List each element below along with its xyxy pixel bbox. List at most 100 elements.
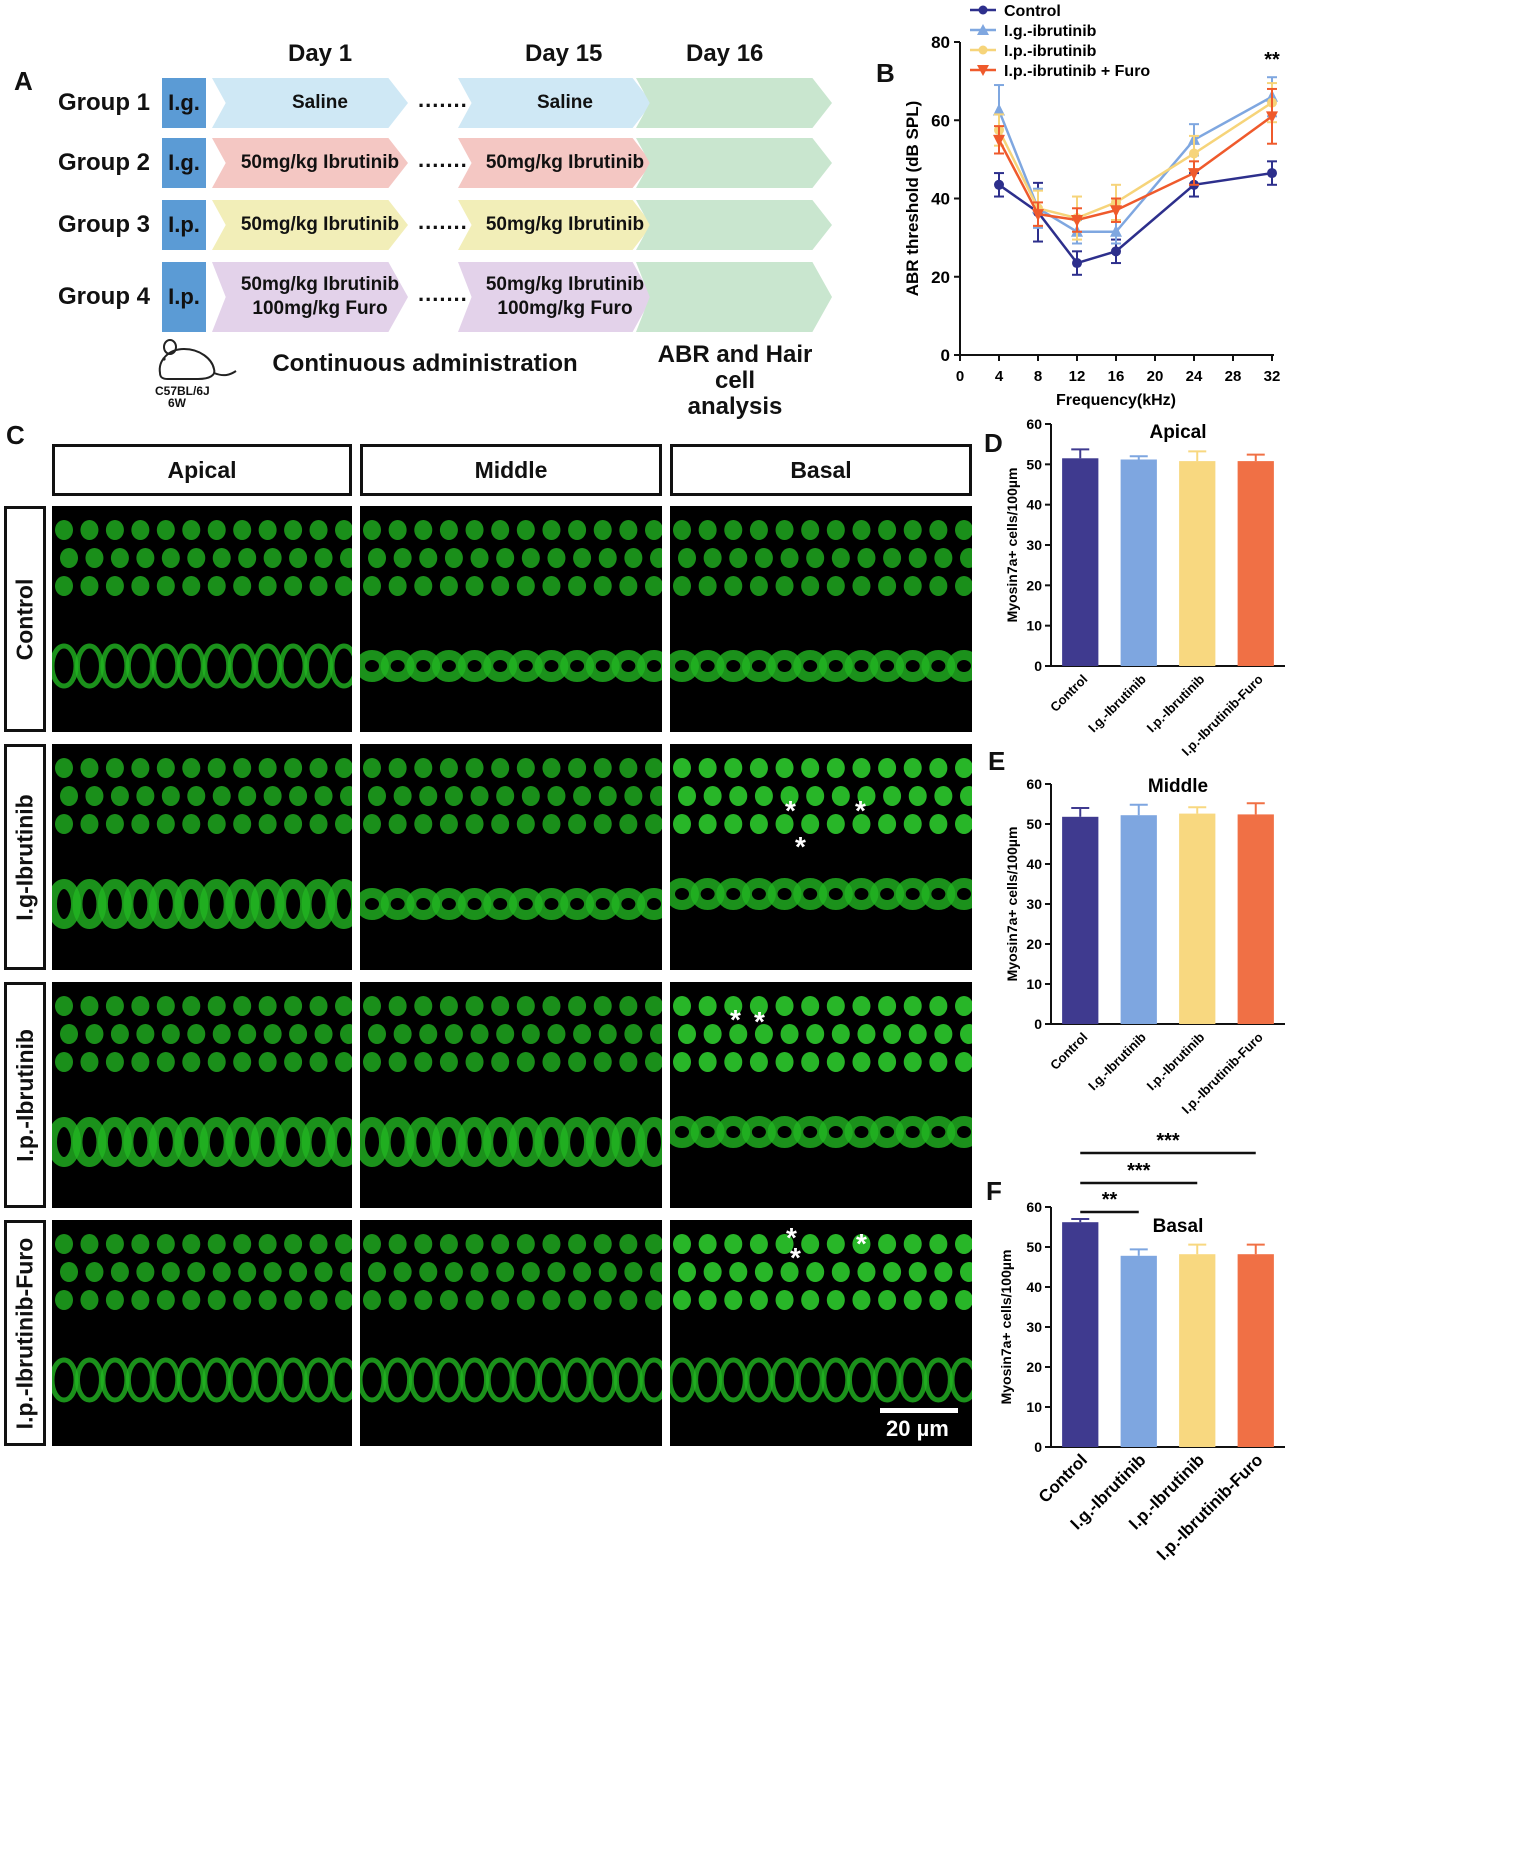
legend-marker <box>978 45 988 55</box>
y-tick-label: 20 <box>931 268 950 287</box>
day-1-label: Day 1 <box>288 40 353 67</box>
panel-label-f: F <box>986 1176 1002 1206</box>
y-tick-label: 80 <box>931 33 950 52</box>
bar <box>1179 813 1216 1024</box>
day16-analysis-arrow <box>636 138 832 188</box>
significance-marker: *** <box>1127 1160 1151 1182</box>
data-point <box>1110 224 1122 237</box>
day15-treatment-arrow: Saline <box>458 78 652 128</box>
legend-label: Control <box>1004 3 1061 20</box>
panel-label-d: D <box>984 428 1003 458</box>
x-tick-label: 20 <box>1147 368 1164 385</box>
significance-marker: ** <box>1264 49 1280 71</box>
y-axis-title: ABR threshold (dB SPL) <box>903 101 922 297</box>
scale-bar <box>880 1408 958 1413</box>
y-axis-title: Myosin7a+ cells/100µm <box>1004 827 1020 982</box>
row-header-ip-ibrutinib-furo: I.p.-Ibrutinib-Furo <box>4 1220 46 1446</box>
bar <box>1062 1222 1099 1447</box>
category-label: I.p.-Ibrutinib <box>1144 671 1208 735</box>
middle-bar-chart: 0 10 20 30 40 50 60 ControlI.g.-IbrutinibI.p.-I… <box>1004 776 1285 1117</box>
legend-marker <box>978 5 988 15</box>
x-axis-title: Frequency(kHz) <box>1056 392 1176 409</box>
y-axis-title: Myosin7a+ cells/100µm <box>1004 468 1020 623</box>
hair-cell-image <box>52 1234 352 1403</box>
hair-cell-image <box>670 758 972 910</box>
y-tick-label: 40 <box>931 190 950 209</box>
micrograph-i-p-ibrutinib-middle <box>360 982 662 1208</box>
group-label: Group 2 <box>58 149 151 176</box>
x-tick-label: 16 <box>1108 368 1125 385</box>
legend-label: I.g.-ibrutinib <box>1004 23 1097 40</box>
y-tick-label: 0 <box>1034 1439 1042 1455</box>
y-tick-label: 30 <box>1026 896 1042 912</box>
data-point <box>1110 205 1122 218</box>
micrograph-control-basal <box>670 506 972 732</box>
category-label: Control <box>1047 1030 1090 1073</box>
legend-label: I.p.-ibrutinib <box>1004 43 1097 60</box>
hair-cell-image <box>360 758 662 920</box>
series-line <box>997 115 1273 222</box>
bar <box>1062 816 1099 1024</box>
ellipsis-dots: ....... <box>418 87 468 112</box>
y-tick-label: 20 <box>1026 936 1042 952</box>
category-label: I.g.-Ibrutinib <box>1085 1029 1149 1093</box>
y-tick-label: 60 <box>1026 416 1042 432</box>
series-line <box>997 95 1273 234</box>
y-tick-label: 50 <box>1026 456 1042 472</box>
group-label: Group 4 <box>58 283 151 310</box>
day15-treatment-arrow: 50mg/kg Ibrutinib <box>458 200 652 250</box>
hair-cell-image <box>670 1234 972 1403</box>
micrograph-i-p-ibrutinib-basal <box>670 982 972 1208</box>
bar <box>1120 815 1157 1024</box>
series-line <box>998 171 1273 265</box>
missing-cell-marker: * <box>730 1004 741 1035</box>
chart-title: Middle <box>1148 776 1208 797</box>
y-tick-label: 60 <box>1026 776 1042 792</box>
continuous-administration-label: Continuous administration <box>272 350 578 377</box>
data-point <box>1111 246 1121 257</box>
micrograph-control-apical <box>52 506 352 732</box>
data-point <box>1072 258 1082 269</box>
mouse-age: 6W <box>168 396 186 410</box>
bar <box>1237 461 1274 666</box>
micrograph-i-g-ibrutinib-middle <box>360 744 662 970</box>
route-box: I.g. <box>162 138 206 188</box>
y-tick-label: 40 <box>1026 856 1042 872</box>
column-header-basal: Basal <box>670 444 972 496</box>
y-tick-label: 20 <box>1026 577 1042 593</box>
day15-treatment-arrow: 50mg/kg Ibrutinib 100mg/kg Furo <box>458 262 652 332</box>
missing-cell-marker: * <box>855 795 866 826</box>
bar <box>1120 459 1157 666</box>
route-box: I.g. <box>162 78 206 128</box>
y-tick-label: 40 <box>1026 497 1042 513</box>
day1-treatment-arrow: Saline <box>212 78 408 128</box>
y-tick-label: 40 <box>1026 1279 1042 1295</box>
apical-bar-chart: 0 10 20 30 40 50 60 ControlI.g.-IbrutinibI.p.-I… <box>1004 416 1285 759</box>
y-tick-label: 10 <box>1026 1399 1042 1415</box>
x-tick-label: 32 <box>1264 368 1281 385</box>
missing-cell-marker: * <box>856 1228 867 1259</box>
day-16-label: Day 16 <box>686 40 764 67</box>
column-header-middle: Middle <box>360 444 662 496</box>
data-point <box>1267 168 1277 179</box>
x-tick-label: 0 <box>956 368 964 385</box>
panel-label-c: C <box>6 420 25 450</box>
missing-cell-marker: * <box>786 1222 797 1253</box>
missing-cell-marker: * <box>754 1006 765 1037</box>
y-tick-label: 20 <box>1026 1359 1042 1375</box>
route-box: I.p. <box>162 200 206 250</box>
row-header-control: Control <box>4 506 46 732</box>
y-tick-label: 30 <box>1026 537 1042 553</box>
significance-marker: *** <box>1156 1130 1180 1152</box>
y-tick-label: 0 <box>1034 658 1042 674</box>
hair-cell-image <box>360 1234 662 1403</box>
micrograph-i-g-ibrutinib-basal <box>670 744 972 970</box>
day16-analysis-arrow <box>636 262 832 332</box>
category-label: I.p.-Ibrutinib <box>1144 1029 1208 1093</box>
row-header-ip-ibrutinib: I.p.-Ibrutinib <box>4 982 46 1208</box>
micrograph-i-p-ibrutinib-furo-middle <box>360 1220 662 1446</box>
route-box: I.p. <box>162 262 206 332</box>
row-header-ig-ibrutinib: I.g-Ibrutinib <box>4 744 46 970</box>
micrograph-i-g-ibrutinib-apical <box>52 744 352 970</box>
day-15-label: Day 15 <box>525 40 603 67</box>
